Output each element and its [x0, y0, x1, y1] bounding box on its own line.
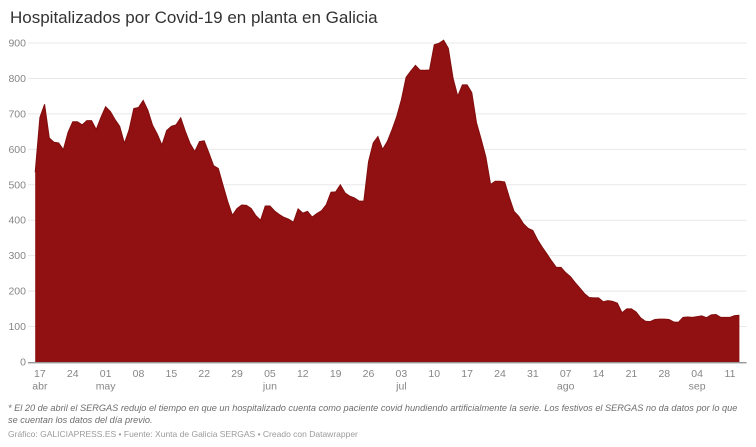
x-tick-label-12: 12 [297, 368, 309, 380]
x-tick-label-19: 19 [330, 368, 342, 380]
x-tick-label-24: 24 [494, 368, 506, 380]
y-tick-label-400: 400 [8, 215, 26, 227]
y-tick-label-700: 700 [8, 108, 26, 120]
x-tick-label-24: 24 [67, 368, 79, 380]
x-tick-label-15: 15 [166, 368, 178, 380]
x-tick-label-28: 28 [658, 368, 670, 380]
x-tick-label-14: 14 [593, 368, 605, 380]
x-tick-label-01: 01 [100, 368, 112, 380]
x-tick-label-05: 05 [264, 368, 276, 380]
x-tick-label-17: 17 [461, 368, 473, 380]
y-tick-label-200: 200 [8, 286, 26, 298]
x-month-label-ago: ago [557, 381, 575, 393]
x-tick-label-08: 08 [133, 368, 145, 380]
x-month-label-jun: jun [262, 381, 277, 393]
y-tick-label-0: 0 [20, 357, 26, 369]
y-tick-label-100: 100 [8, 321, 26, 333]
x-month-label-may: may [96, 381, 117, 393]
x-month-label-jul: jul [395, 381, 407, 393]
x-tick-label-10: 10 [428, 368, 440, 380]
x-month-label-sep: sep [689, 381, 706, 393]
x-tick-label-03: 03 [396, 368, 408, 380]
x-tick-label-31: 31 [527, 368, 539, 380]
chart-credit: Gráfico: GALICIAPRESS.ES • Fuente: Xunta… [8, 429, 358, 439]
x-month-label-abr: abr [32, 381, 48, 393]
x-tick-label-21: 21 [626, 368, 638, 380]
y-tick-label-300: 300 [8, 250, 26, 262]
chart-title: Hospitalizados por Covid-19 en planta en… [10, 8, 378, 27]
area-series [35, 40, 740, 362]
x-tick-label-22: 22 [198, 368, 210, 380]
x-tick-label-26: 26 [363, 368, 375, 380]
area-series-line [34, 39, 740, 323]
footnote-line-1: * El 20 de abril el SERGAS redujo el tie… [8, 403, 738, 413]
y-tick-label-800: 800 [8, 73, 26, 85]
y-tick-label-500: 500 [8, 179, 26, 191]
y-tick-label-600: 600 [8, 144, 26, 156]
x-tick-label-11: 11 [725, 368, 736, 380]
x-tick-label-07: 07 [560, 368, 572, 380]
footnote-line-2: se cuentan los datos del día previo. [8, 414, 153, 425]
chart-footnote: * El 20 de abril el SERGAS redujo el tie… [8, 403, 750, 426]
x-tick-label-17: 17 [34, 368, 46, 380]
x-tick-label-29: 29 [231, 368, 243, 380]
y-tick-label-900: 900 [8, 38, 26, 50]
x-tick-label-04: 04 [691, 368, 703, 380]
